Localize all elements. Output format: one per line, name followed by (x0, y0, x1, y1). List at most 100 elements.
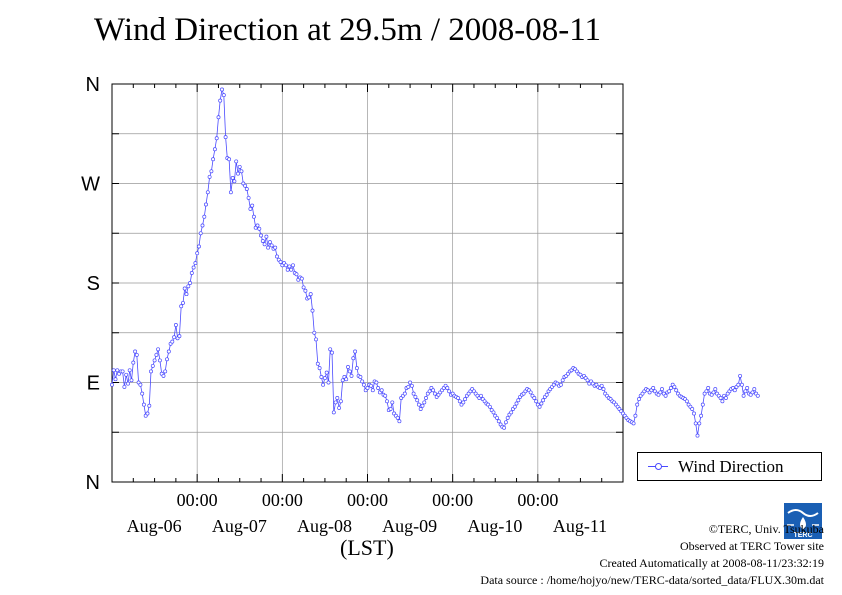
data-point (633, 413, 638, 418)
data-point (211, 157, 216, 162)
data-point (202, 214, 207, 219)
data-point (360, 379, 365, 384)
data-point (218, 98, 223, 103)
data-point (755, 393, 760, 398)
data-point (161, 373, 166, 378)
data-point (503, 420, 508, 425)
data-point (599, 383, 604, 388)
data-point (324, 370, 329, 375)
data-point (200, 223, 205, 228)
y-tick-label: W (81, 174, 100, 196)
data-point (310, 308, 315, 313)
data-point (512, 404, 517, 409)
data-point (376, 386, 381, 390)
series-line (111, 89, 759, 436)
data-point (668, 386, 673, 390)
data-point (212, 147, 217, 152)
data-point (411, 391, 416, 396)
data-point (149, 369, 153, 374)
data-point (651, 386, 656, 390)
data-point (314, 337, 318, 342)
data-point (720, 399, 725, 404)
data-point (496, 419, 501, 424)
data-point (487, 404, 492, 409)
data-point (195, 251, 200, 256)
legend: Wind Direction (637, 452, 822, 481)
data-point (301, 285, 306, 290)
data-point (326, 380, 331, 385)
data-point (322, 376, 327, 381)
data-point (156, 347, 161, 352)
data-point (184, 292, 189, 297)
data-point (260, 239, 265, 243)
axis-ticks (111, 83, 624, 483)
data-point (221, 93, 226, 98)
data-point (179, 304, 184, 309)
data-point (205, 190, 210, 195)
data-point (157, 358, 162, 363)
data-point (196, 244, 201, 249)
data-point (388, 407, 393, 411)
data-point (463, 397, 468, 402)
data-point (447, 389, 452, 394)
data-point (697, 421, 702, 426)
data-point (216, 115, 221, 120)
data-point (344, 377, 349, 382)
data-point (516, 398, 521, 403)
data-point (328, 347, 333, 352)
data-point (319, 375, 324, 379)
data-point (308, 292, 313, 297)
data-point (690, 407, 695, 411)
data-point (338, 399, 343, 404)
data-point (147, 403, 152, 408)
data-point (418, 407, 423, 411)
data-point (479, 393, 483, 398)
data-point (370, 388, 375, 393)
data-point (140, 391, 145, 396)
data-point (163, 369, 168, 374)
data-point (170, 339, 175, 344)
data-point (317, 366, 322, 371)
data-point (330, 350, 334, 355)
data-point (706, 386, 711, 390)
data-point (321, 382, 326, 387)
data-point (186, 284, 191, 289)
data-point (113, 377, 118, 382)
data-point (544, 392, 549, 397)
data-point (718, 396, 723, 400)
credit-copyright: ©TERC, Univ. Tsukuba (708, 522, 824, 536)
data-point (250, 203, 255, 208)
data-point (505, 415, 510, 420)
data-point (541, 398, 546, 403)
data-point (166, 349, 171, 354)
data-point (133, 349, 138, 354)
data-point (514, 401, 519, 406)
data-point (145, 411, 150, 416)
data-point (303, 288, 308, 293)
x-tick-time-label: 00:00 (177, 490, 218, 510)
data-point (239, 169, 244, 174)
data-point (248, 206, 253, 211)
x-tick-date-label: Aug-07 (212, 516, 267, 536)
data-point (491, 410, 496, 415)
data-point (177, 334, 182, 339)
legend-marker-swatch (655, 463, 662, 470)
data-point (111, 368, 116, 373)
data-point (237, 164, 242, 169)
data-point (732, 388, 737, 393)
data-point (127, 368, 132, 373)
data-point (743, 389, 748, 394)
data-point (262, 242, 267, 247)
data-point (422, 400, 427, 405)
data-point (560, 378, 565, 383)
data-point (601, 387, 606, 392)
data-point (752, 387, 757, 392)
data-point (416, 402, 421, 407)
data-point (267, 240, 272, 245)
credit-created: Created Automatically at 2008-08-11/23:3… (599, 556, 824, 570)
data-point (264, 234, 269, 239)
data-point (172, 335, 177, 340)
data-point (273, 245, 278, 250)
x-tick-date-label: Aug-08 (297, 516, 352, 536)
data-point (340, 378, 345, 383)
